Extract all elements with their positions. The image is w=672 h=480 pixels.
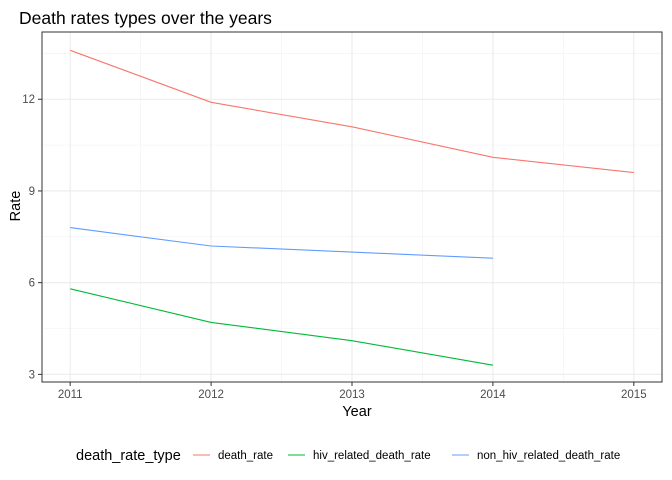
legend-label-hiv-related-death-rate: hiv_related_death_rate	[313, 450, 431, 462]
x-tick-label: 2012	[198, 389, 224, 401]
y-axis-title: Rate	[8, 191, 24, 222]
y-tick-label: 3	[29, 369, 35, 381]
y-tick-label: 12	[22, 94, 35, 106]
legend-label-non-hiv-related-death-rate: non_hiv_related_death_rate	[477, 450, 620, 462]
series-line-non-hiv-related-death-rate	[70, 227, 493, 259]
x-tick-label: 2013	[339, 389, 365, 401]
chart-title: Death rates types over the years	[19, 8, 272, 28]
series-line-hiv-related-death-rate	[70, 288, 493, 366]
legend-label-death-rate: death_rate	[218, 450, 273, 462]
y-tick-label: 9	[29, 186, 35, 198]
legend-title: death_rate_type	[76, 448, 181, 464]
legend: death_rate_type death_rate hiv_related_de…	[76, 448, 620, 464]
y-tick-label: 6	[29, 278, 35, 290]
x-axis-title: Year	[342, 404, 371, 420]
x-tick-label: 2011	[58, 389, 83, 401]
series-line-death-rate	[70, 49, 634, 174]
x-tick-label: 2015	[621, 389, 647, 401]
x-tick-label: 2014	[480, 389, 506, 401]
plot-panel: 2011 2012 2013 2014 2015 3 6 9 12	[22, 31, 663, 401]
